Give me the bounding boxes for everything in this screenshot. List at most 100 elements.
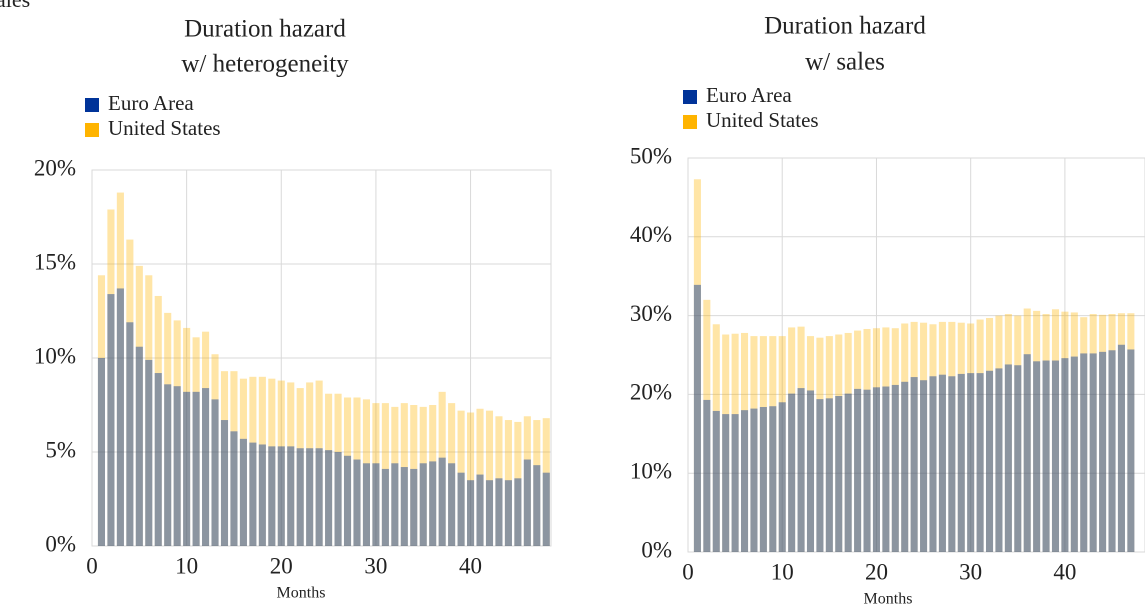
y-tick-label: 0% [641,537,672,562]
bar [164,384,172,546]
bar [825,398,833,552]
bar [759,336,767,552]
bar [410,468,418,546]
chart-subtitle: w/ sales [805,49,885,76]
bar [863,389,871,552]
bar [362,399,371,546]
bar [825,336,833,552]
bar [202,388,210,546]
bar [325,450,333,546]
bar [797,326,805,552]
bar [202,331,210,546]
bar [769,406,777,552]
bar [750,336,758,552]
bar [1042,314,1050,552]
bar [1108,314,1116,552]
bar [192,337,200,546]
bar [1033,310,1041,552]
bar [277,446,285,546]
bar [268,446,276,546]
bar [1117,344,1125,552]
legend-label: United States [706,108,819,132]
bar [485,410,494,546]
bar [116,192,124,546]
bar [514,421,522,546]
bar [220,371,229,546]
plot-frame [91,169,552,547]
x-tick-label: 20 [270,553,293,578]
bar [712,410,720,552]
bar [920,322,928,552]
bar [154,373,162,546]
bar [391,463,399,546]
bar [287,382,295,546]
bar [901,381,909,552]
bar [872,387,880,552]
bar [948,321,956,552]
bar [788,393,796,552]
bar [107,294,115,546]
bar [1051,309,1060,552]
bar [891,328,899,552]
bar [788,327,796,552]
bar [1080,353,1088,552]
bar [230,431,238,546]
bar [976,319,984,552]
bar [882,327,890,552]
bar [400,403,408,546]
bar [97,275,106,546]
bar [835,334,843,552]
bar [476,474,484,546]
bar [523,416,531,546]
chart-title: Duration hazard [184,16,346,43]
bar [429,405,437,546]
x-tick-label: 0 [86,553,98,578]
bar [967,323,975,552]
bar [910,377,918,552]
bar [910,321,918,552]
bar [1117,313,1125,552]
bar [985,317,994,552]
bar [457,472,465,546]
cropped-text: ales [0,0,30,12]
bar [1014,365,1022,552]
bar [1080,317,1088,552]
bar [135,346,143,546]
bar [854,388,862,552]
bar [353,397,361,546]
bar [485,480,494,546]
bar [438,391,446,546]
x-tick-label: 40 [459,553,482,578]
bar [1070,312,1078,552]
bar [135,265,143,546]
bar [400,467,408,546]
chart-title: Duration hazard [764,13,926,40]
bar [1042,360,1050,552]
bar [362,463,371,546]
bar [929,376,937,552]
bar [343,397,352,546]
bar [325,393,333,546]
bar [523,459,531,546]
bar [778,402,786,552]
bar [920,380,928,552]
legend-label: United States [108,116,221,140]
bar [457,410,465,546]
bar [183,327,191,546]
bar [306,448,314,546]
y-tick-label: 30% [630,301,672,326]
bar [258,444,266,546]
y-tick-label: 5% [45,437,76,462]
bar [741,410,749,552]
bar [116,288,124,546]
bar [722,334,730,552]
bar [296,448,304,546]
bar [967,373,975,552]
legend-label: Euro Area [108,91,194,115]
bar [1061,311,1069,552]
bar [419,463,427,546]
bar [504,480,512,546]
bar [334,452,342,546]
bar [797,388,805,552]
legend-swatch [85,98,99,112]
